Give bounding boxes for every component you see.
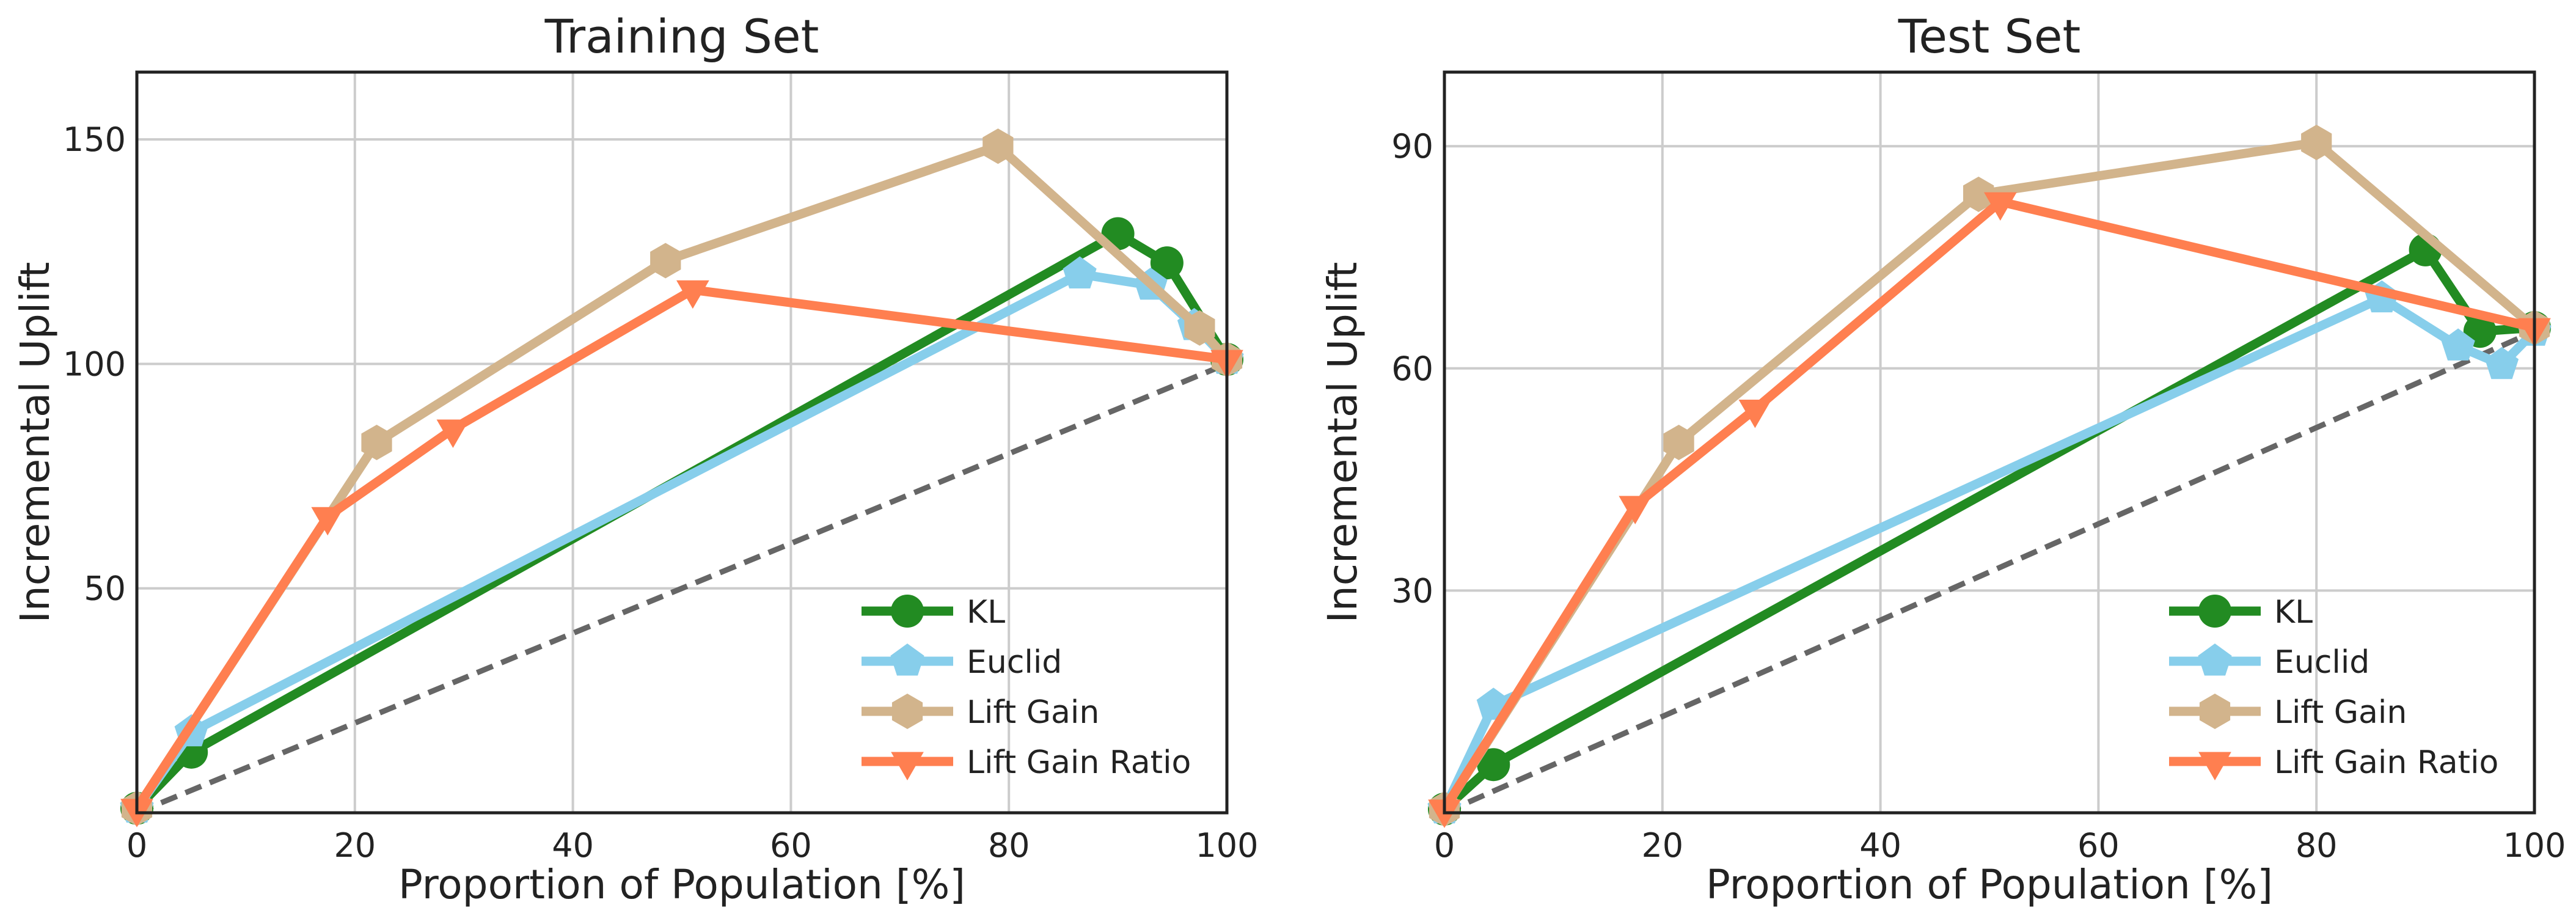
data-point [1663, 425, 1694, 460]
legend-item: Lift Gain Ratio [862, 744, 1191, 781]
data-point [1150, 246, 1184, 280]
data-point [2484, 346, 2519, 380]
x-tick-label: 20 [334, 826, 376, 865]
y-tick-label: 90 [1391, 127, 1433, 166]
chart-title: Training Set [544, 9, 819, 64]
baseline-line [136, 361, 1228, 816]
x-axis-label: Proportion of Population [%] [398, 861, 965, 908]
x-tick-label: 40 [552, 826, 594, 865]
x-tick-label: 0 [1434, 826, 1455, 865]
x-tick-label: 20 [1641, 826, 1683, 865]
x-tick-label: 80 [2296, 826, 2338, 865]
y-axis-label: Incremental Uplift [1319, 262, 1366, 623]
legend-label: KL [2274, 594, 2313, 631]
y-tick-label: 60 [1391, 350, 1433, 388]
legend-item: KL [862, 594, 1005, 631]
legend-marker [2198, 595, 2231, 628]
legend-label: KL [967, 594, 1005, 631]
series-lift-gain-ratio [120, 280, 1243, 827]
x-tick-label: 80 [988, 826, 1030, 865]
legend-item: Lift Gain Ratio [2169, 744, 2498, 781]
x-axis-label: Proportion of Population [%] [1706, 861, 2273, 908]
legend-marker [891, 752, 924, 780]
y-tick-label: 150 [63, 120, 126, 159]
data-point [1738, 400, 1772, 428]
legend-label: Lift Gain [2274, 694, 2407, 731]
chart-title: Test Set [1898, 9, 2081, 64]
legend-item: Euclid [862, 644, 1062, 681]
data-point [1619, 496, 1652, 524]
test-set-chart: Test Set Proportion of Population [%] In… [1319, 9, 2566, 908]
y-tick-label: 50 [84, 570, 126, 608]
legend-label: Lift Gain Ratio [2274, 744, 2498, 781]
legend-marker [2198, 752, 2231, 780]
data-point [2301, 125, 2332, 161]
legend-marker [890, 644, 924, 676]
x-tick-label: 0 [126, 826, 147, 865]
data-point [1063, 256, 1097, 288]
data-point [311, 507, 344, 536]
axes-frame [135, 70, 1229, 815]
data-point [1963, 177, 1994, 212]
baseline-line [1443, 329, 2536, 816]
legend-item: Lift Gain [2169, 694, 2407, 731]
legend-marker [891, 595, 924, 628]
data-point [1984, 192, 2017, 221]
data-point [436, 419, 470, 448]
legend-item: KL [2169, 594, 2313, 631]
legend-label: Euclid [967, 644, 1062, 681]
data-point [1477, 748, 1510, 782]
x-tick-label: 100 [2503, 826, 2566, 865]
legend-label: Euclid [2274, 644, 2369, 681]
legend: KL Euclid Lift Gain Lift Gain Ratio [862, 594, 1191, 781]
legend-label: Lift Gain [967, 694, 1099, 731]
series-lift-gain-ratio [1428, 192, 2551, 828]
series-lift-gain [121, 128, 1243, 826]
training-set-chart: Training Set Proportion of Population [%… [12, 9, 1259, 908]
x-tick-label: 40 [1859, 826, 1901, 865]
legend: KL Euclid Lift Gain Lift Gain Ratio [2169, 594, 2498, 781]
legend-marker [891, 694, 923, 729]
axes-frame [1443, 70, 2536, 815]
data-point [982, 128, 1014, 164]
x-tick-label: 100 [1195, 826, 1258, 865]
y-tick-label: 30 [1391, 571, 1433, 610]
legend-item: Lift Gain [862, 694, 1099, 731]
x-tick-label: 60 [770, 826, 812, 865]
data-point [676, 280, 709, 309]
y-axis-label: Incremental Uplift [12, 262, 59, 623]
data-point [361, 425, 392, 460]
x-tick-label: 60 [2077, 826, 2120, 865]
data-point [2441, 328, 2475, 361]
legend-marker [2199, 694, 2231, 729]
data-point [1184, 310, 1215, 346]
data-point [650, 243, 681, 279]
legend-label: Lift Gain Ratio [967, 744, 1191, 781]
legend-marker [2198, 644, 2232, 676]
legend-item: Euclid [2169, 644, 2369, 681]
y-tick-label: 100 [63, 345, 126, 383]
